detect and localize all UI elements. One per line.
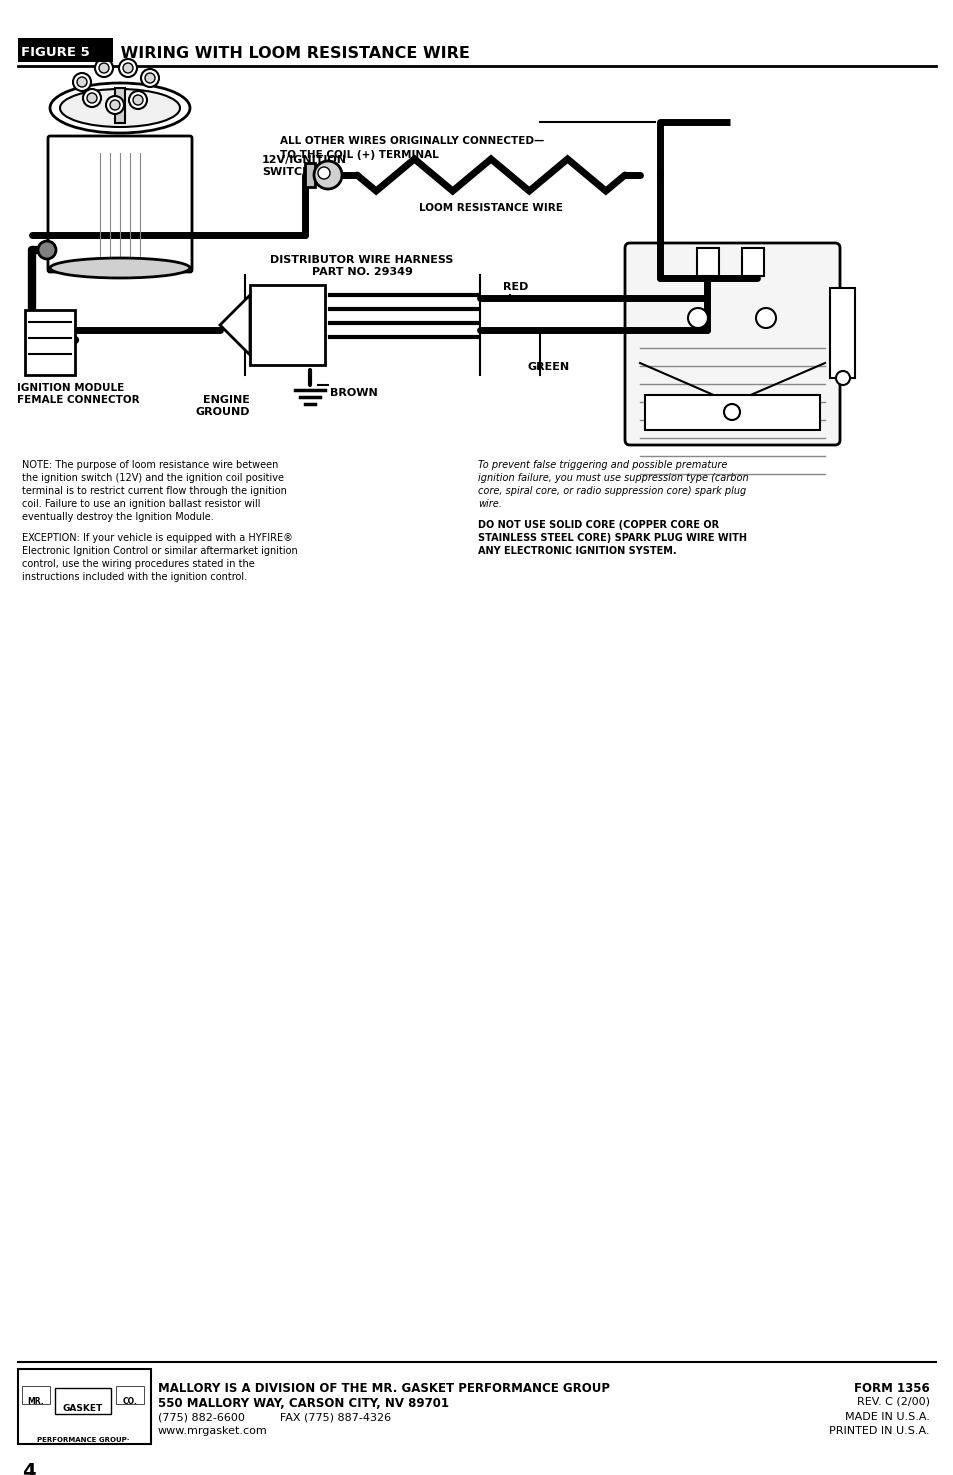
Text: TO THE COIL (+) TERMINAL: TO THE COIL (+) TERMINAL	[280, 150, 438, 159]
Circle shape	[106, 96, 124, 114]
Text: RED: RED	[502, 282, 528, 292]
Text: DO NOT USE SOLID CORE (COPPER CORE OR: DO NOT USE SOLID CORE (COPPER CORE OR	[477, 521, 719, 530]
Circle shape	[317, 167, 330, 178]
Text: instructions included with the ignition control.: instructions included with the ignition …	[22, 572, 247, 583]
Text: (775) 882-6600          FAX (775) 887-4326: (775) 882-6600 FAX (775) 887-4326	[158, 1412, 391, 1422]
Circle shape	[314, 161, 341, 189]
Text: core, spiral core, or radio suppression core) spark plug: core, spiral core, or radio suppression …	[477, 485, 745, 496]
Text: LOOM RESISTANCE WIRE: LOOM RESISTANCE WIRE	[418, 204, 562, 212]
Text: PERFORMANCE GROUP·: PERFORMANCE GROUP·	[37, 1437, 129, 1443]
Text: 4: 4	[22, 1462, 35, 1475]
Text: 12V/IGNITION
SWITCH: 12V/IGNITION SWITCH	[262, 155, 347, 177]
Circle shape	[77, 77, 87, 87]
Text: ignition failure, you must use suppression type (carbon: ignition failure, you must use suppressi…	[477, 473, 748, 482]
Text: STAINLESS STEEL CORE) SPARK PLUG WIRE WITH: STAINLESS STEEL CORE) SPARK PLUG WIRE WI…	[477, 532, 746, 543]
Circle shape	[835, 372, 849, 385]
Text: REV. C (2/00): REV. C (2/00)	[856, 1397, 929, 1407]
Ellipse shape	[60, 88, 180, 127]
Bar	[55, 1388, 111, 1415]
Circle shape	[132, 94, 143, 105]
Text: To prevent false triggering and possible premature: To prevent false triggering and possible…	[477, 460, 726, 471]
Text: MR.: MR.	[28, 1397, 44, 1406]
Circle shape	[110, 100, 120, 111]
Bar	[697, 248, 719, 276]
Text: DISTRIBUTOR WIRE HARNESS
PART NO. 29349: DISTRIBUTOR WIRE HARNESS PART NO. 29349	[270, 255, 454, 277]
Text: coil. Failure to use an ignition ballast resistor will: coil. Failure to use an ignition ballast…	[22, 499, 260, 509]
Text: wire.: wire.	[477, 499, 501, 509]
Text: IGNITION MODULE
FEMALE CONNECTOR: IGNITION MODULE FEMALE CONNECTOR	[17, 384, 139, 406]
Text: control, use the wiring procedures stated in the: control, use the wiring procedures state…	[22, 559, 254, 569]
Circle shape	[141, 69, 159, 87]
Text: FORM 1356: FORM 1356	[853, 1382, 929, 1395]
Text: 550 MALLORY WAY, CARSON CITY, NV 89701: 550 MALLORY WAY, CARSON CITY, NV 89701	[158, 1397, 449, 1410]
FancyBboxPatch shape	[624, 243, 840, 445]
Bar	[250, 285, 325, 364]
Circle shape	[119, 59, 137, 77]
Text: WIRING WITH LOOM RESISTANCE WIRE: WIRING WITH LOOM RESISTANCE WIRE	[115, 46, 470, 60]
Text: Electronic Ignition Control or similar aftermarket ignition: Electronic Ignition Control or similar a…	[22, 546, 297, 556]
Text: MALLORY IS A DIVISION OF THE MR. GASKET PERFORMANCE GROUP: MALLORY IS A DIVISION OF THE MR. GASKET …	[158, 1382, 609, 1395]
Circle shape	[123, 63, 132, 72]
Text: GASKET: GASKET	[63, 1404, 103, 1413]
Circle shape	[83, 88, 101, 108]
Circle shape	[723, 404, 740, 420]
Text: MADE IN U.S.A.: MADE IN U.S.A.	[844, 1412, 929, 1422]
Ellipse shape	[50, 258, 190, 277]
Circle shape	[145, 72, 154, 83]
Circle shape	[38, 240, 56, 260]
Circle shape	[73, 72, 91, 91]
Text: ENGINE
GROUND: ENGINE GROUND	[195, 395, 250, 417]
Circle shape	[129, 91, 147, 109]
Ellipse shape	[50, 83, 190, 133]
Text: PRINTED IN U.S.A.: PRINTED IN U.S.A.	[828, 1426, 929, 1437]
Text: BROWN: BROWN	[330, 388, 377, 398]
Bar	[741, 248, 763, 276]
Text: ALL OTHER WIRES ORIGINALLY CONNECTED—: ALL OTHER WIRES ORIGINALLY CONNECTED—	[280, 136, 543, 146]
Bar	[644, 395, 820, 431]
Bar	[25, 310, 75, 375]
Bar	[18, 38, 112, 62]
Text: eventually destroy the Ignition Module.: eventually destroy the Ignition Module.	[22, 512, 213, 522]
Text: CO.: CO.	[122, 1397, 137, 1406]
Text: terminal is to restrict current flow through the ignition: terminal is to restrict current flow thr…	[22, 485, 287, 496]
Bar	[829, 288, 854, 378]
Bar	[22, 1386, 50, 1404]
Bar	[305, 164, 314, 187]
FancyBboxPatch shape	[48, 136, 192, 271]
Text: NOTE: The purpose of loom resistance wire between: NOTE: The purpose of loom resistance wir…	[22, 460, 278, 471]
Circle shape	[95, 59, 112, 77]
Text: ANY ELECTRONIC IGNITION SYSTEM.: ANY ELECTRONIC IGNITION SYSTEM.	[477, 546, 676, 556]
Bar	[116, 1386, 144, 1404]
Polygon shape	[220, 295, 250, 355]
Text: www.mrgasket.com: www.mrgasket.com	[158, 1426, 268, 1437]
Text: FIGURE 5: FIGURE 5	[21, 47, 90, 59]
Bar	[18, 1369, 151, 1444]
Circle shape	[87, 93, 97, 103]
Text: EXCEPTION: If your vehicle is equipped with a HYFIRE®: EXCEPTION: If your vehicle is equipped w…	[22, 532, 293, 543]
Bar	[115, 88, 125, 122]
Text: the ignition switch (12V) and the ignition coil positive: the ignition switch (12V) and the igniti…	[22, 473, 284, 482]
Text: GREEN: GREEN	[527, 361, 570, 372]
Circle shape	[99, 63, 109, 72]
Circle shape	[687, 308, 707, 327]
Circle shape	[755, 308, 775, 327]
